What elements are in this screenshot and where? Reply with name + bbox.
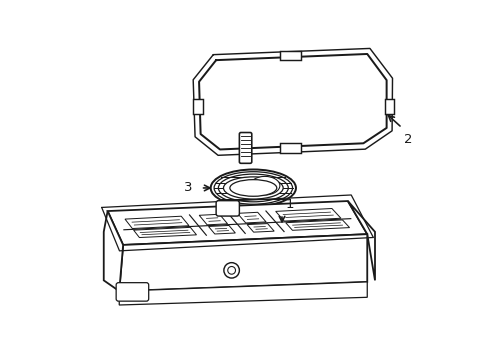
Polygon shape (384, 99, 393, 114)
Polygon shape (119, 234, 366, 291)
Polygon shape (285, 220, 349, 230)
Polygon shape (125, 216, 189, 229)
Text: 1: 1 (285, 198, 294, 211)
Polygon shape (275, 208, 340, 221)
Ellipse shape (229, 180, 276, 196)
Text: 2: 2 (403, 132, 411, 145)
Circle shape (227, 266, 235, 274)
Text: 3: 3 (183, 181, 192, 194)
Ellipse shape (249, 176, 279, 195)
Polygon shape (279, 51, 301, 60)
Polygon shape (133, 228, 196, 238)
FancyBboxPatch shape (216, 201, 239, 216)
Polygon shape (119, 282, 366, 305)
Polygon shape (246, 224, 274, 232)
Polygon shape (199, 214, 227, 225)
Ellipse shape (218, 174, 288, 202)
Polygon shape (279, 143, 301, 153)
Polygon shape (208, 225, 235, 234)
Ellipse shape (214, 172, 292, 204)
Polygon shape (199, 54, 386, 149)
FancyBboxPatch shape (116, 283, 148, 301)
Ellipse shape (223, 177, 283, 199)
Polygon shape (237, 212, 265, 223)
Polygon shape (107, 201, 366, 245)
Circle shape (224, 263, 239, 278)
Polygon shape (347, 201, 374, 280)
Polygon shape (192, 99, 203, 114)
Polygon shape (103, 211, 123, 291)
FancyBboxPatch shape (239, 132, 251, 163)
Ellipse shape (210, 170, 295, 206)
